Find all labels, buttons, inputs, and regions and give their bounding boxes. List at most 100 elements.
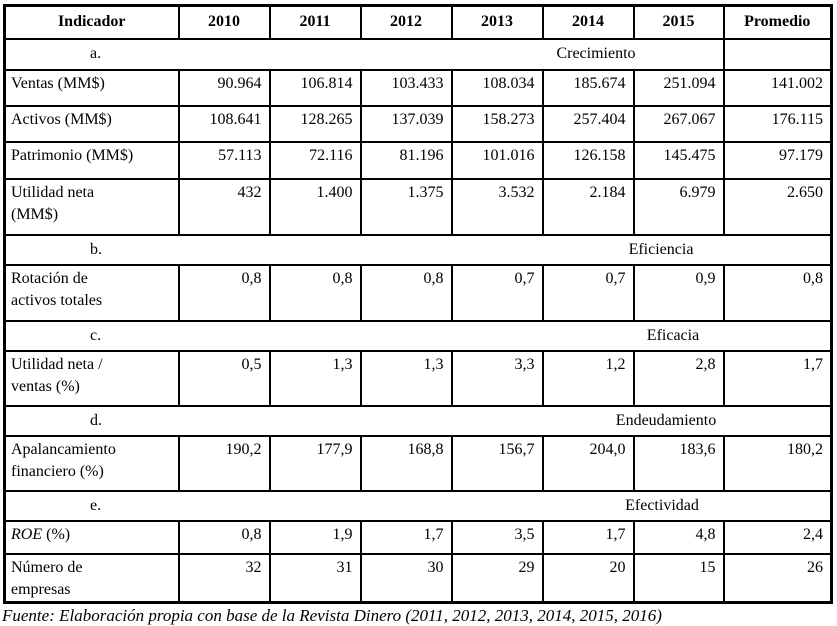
value-cell: 190,2: [177, 434, 271, 492]
value-cell: 81.196: [359, 140, 453, 180]
value-cell: 1,2: [541, 349, 635, 407]
row-label: Activos (MM$): [3, 104, 180, 143]
table-header-row: Indicador 2010 2011 2012 2013 2014 2015 …: [3, 4, 833, 40]
value-cell: 108.034: [450, 68, 544, 107]
table-row: ROE (%) 0,8 1,9 1,7 3,5 1,7 4,8 2,4: [3, 519, 833, 555]
table-row: Apalancamiento financiero (%) 190,2 177,9 1…: [3, 434, 833, 492]
value-cell: 145.475: [632, 140, 725, 180]
section-title: Efectividad: [625, 496, 699, 514]
value-cell: 2.650: [722, 177, 833, 236]
row-label: ROE (%): [3, 519, 180, 555]
value-cell: 6.979: [632, 177, 725, 236]
section-row-b: b. Eficiencia: [3, 233, 833, 266]
value-cell: 0,8: [722, 263, 833, 322]
value-cell: 2,4: [722, 519, 833, 555]
section-title: Endeudamiento: [615, 411, 717, 429]
value-cell: 1,7: [359, 519, 453, 555]
section-row-c: c. Eficacia: [3, 319, 833, 352]
table-row: Número de empresas 32 31 30 29 20 15 26: [3, 552, 833, 603]
value-cell: 156,7: [450, 434, 544, 492]
table-row: Patrimonio (MM$) 57.113 72.116 81.196 101.01…: [3, 140, 833, 180]
table-row: Rotación de activos totales 0,8 0,8 0,8 0,7 0…: [3, 263, 833, 322]
value-cell: 267.067: [632, 104, 725, 143]
value-cell: 126.158: [541, 140, 635, 180]
value-cell: 15: [632, 552, 725, 603]
column-header-2015: 2015: [632, 4, 725, 40]
value-cell: 2,8: [632, 349, 725, 407]
section-letter: e.: [90, 496, 102, 514]
value-cell: 0,9: [632, 263, 725, 322]
value-cell: 176.115: [722, 104, 833, 143]
section-letter: c.: [90, 326, 102, 344]
section-cell: c. Eficacia: [3, 319, 833, 352]
column-header-2010: 2010: [177, 4, 271, 40]
value-cell: 2.184: [541, 177, 635, 236]
value-cell: 257.404: [541, 104, 635, 143]
row-label: Apalancamiento financiero (%): [3, 434, 180, 492]
value-cell: 106.814: [268, 68, 362, 107]
value-cell: 185.674: [541, 68, 635, 107]
section-row-e: e. Efectividad: [3, 489, 833, 522]
value-cell: 32: [177, 552, 271, 603]
section-title: Crecimiento: [556, 45, 636, 62]
value-cell: 0,8: [177, 263, 271, 322]
table-row: Ventas (MM$) 90.964 106.814 103.433 108.034 1…: [3, 68, 833, 107]
value-cell: 103.433: [359, 68, 453, 107]
table-row: Utilidad neta / ventas (%) 0,5 1,3 1,3 3,3 1,…: [3, 349, 833, 407]
value-cell: 31: [268, 552, 362, 603]
table-row: Utilidad neta (MM$) 432 1.400 1.375 3.532 2.1…: [3, 177, 833, 236]
value-cell: 30: [359, 552, 453, 603]
value-cell: 1,3: [268, 349, 362, 407]
value-cell: 0,8: [268, 263, 362, 322]
value-cell: 20: [541, 552, 635, 603]
value-cell: 1,9: [268, 519, 362, 555]
section-cell: d. Endeudamiento: [3, 404, 833, 437]
value-cell: 72.116: [268, 140, 362, 180]
value-cell: 108.641: [177, 104, 271, 143]
table-row: Activos (MM$) 108.641 128.265 137.039 158.27…: [3, 104, 833, 143]
value-cell: 1,7: [541, 519, 635, 555]
value-cell: 0,7: [541, 263, 635, 322]
indicators-table: Indicador 2010 2011 2012 2013 2014 2015 …: [3, 4, 833, 604]
empty-cell: [722, 37, 833, 71]
value-cell: 204,0: [541, 434, 635, 492]
section-letter: d.: [90, 411, 102, 429]
section-cell: e. Efectividad: [3, 489, 833, 522]
column-header-indicador: Indicador: [3, 4, 180, 40]
value-cell: 29: [450, 552, 544, 603]
value-cell: 432: [177, 177, 271, 236]
value-cell: 0,8: [359, 263, 453, 322]
value-cell: 183,6: [632, 434, 725, 492]
value-cell: 3.532: [450, 177, 544, 236]
row-label: Rotación de activos totales: [3, 263, 180, 322]
column-header-2011: 2011: [268, 4, 362, 40]
value-cell: 158.273: [450, 104, 544, 143]
document-page: Indicador 2010 2011 2012 2013 2014 2015 …: [0, 4, 837, 625]
column-header-2012: 2012: [359, 4, 453, 40]
value-cell: 97.179: [722, 140, 833, 180]
value-cell: 137.039: [359, 104, 453, 143]
column-header-promedio: Promedio: [722, 4, 833, 40]
section-row-d: d. Endeudamiento: [3, 404, 833, 437]
section-title: Eficiencia: [628, 240, 694, 258]
row-label: Patrimonio (MM$): [3, 140, 180, 180]
value-cell: 0,8: [177, 519, 271, 555]
value-cell: 177,9: [268, 434, 362, 492]
row-label: Número de empresas: [3, 552, 180, 603]
section-cell: b. Eficiencia: [3, 233, 833, 266]
section-row-a: a. Crecimiento: [3, 37, 833, 71]
value-cell: 251.094: [632, 68, 725, 107]
section-letter: b.: [90, 240, 102, 258]
value-cell: 26: [722, 552, 833, 603]
row-label: Utilidad neta / ventas (%): [3, 349, 180, 407]
value-cell: 57.113: [177, 140, 271, 180]
value-cell: 0,7: [450, 263, 544, 322]
value-cell: 1.375: [359, 177, 453, 236]
value-cell: 3,3: [450, 349, 544, 407]
column-header-2014: 2014: [541, 4, 635, 40]
row-label: Ventas (MM$): [3, 68, 180, 107]
row-label: Utilidad neta (MM$): [3, 177, 180, 236]
value-cell: 141.002: [722, 68, 833, 107]
section-cell: a. Crecimiento: [3, 37, 725, 71]
value-cell: 1,7: [722, 349, 833, 407]
